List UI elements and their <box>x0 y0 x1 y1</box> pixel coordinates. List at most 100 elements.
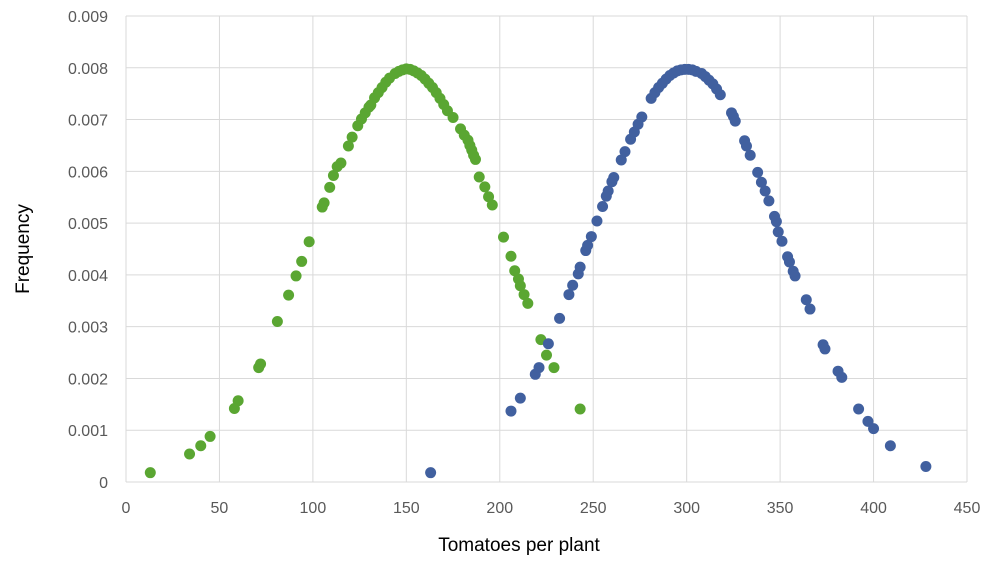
data-point <box>509 265 521 277</box>
data-point <box>789 270 801 282</box>
data-point <box>318 197 330 209</box>
data-point <box>597 201 609 213</box>
data-point <box>505 250 517 262</box>
x-tick-label: 200 <box>486 500 513 517</box>
data-point <box>346 131 358 143</box>
x-tick-label: 50 <box>211 500 229 517</box>
series-2 <box>425 63 932 479</box>
data-points <box>144 63 932 479</box>
data-point <box>729 115 741 127</box>
y-tick-label: 0.006 <box>68 164 108 181</box>
data-point <box>752 166 764 178</box>
data-point <box>542 338 554 350</box>
data-point <box>755 176 767 188</box>
x-tick-label: 100 <box>300 500 327 517</box>
data-point <box>283 289 295 301</box>
data-point <box>920 460 932 472</box>
data-point <box>563 289 575 301</box>
data-point <box>574 261 586 273</box>
x-tick-label: 150 <box>393 500 420 517</box>
data-point <box>619 146 631 158</box>
data-point <box>335 157 347 169</box>
data-point <box>232 395 244 407</box>
data-point <box>608 172 620 184</box>
data-point <box>195 440 207 452</box>
x-tick-label: 400 <box>860 500 887 517</box>
data-point <box>469 153 481 165</box>
data-point <box>486 199 498 211</box>
data-point <box>255 358 267 370</box>
data-point <box>714 89 726 101</box>
data-point <box>204 430 216 442</box>
series-1 <box>144 63 586 479</box>
data-point <box>514 392 526 404</box>
data-point <box>574 403 586 415</box>
y-axis-title: Frequency <box>13 204 34 294</box>
data-point <box>522 297 534 309</box>
data-point <box>290 270 302 282</box>
data-point <box>744 149 756 161</box>
data-point <box>296 255 308 267</box>
data-point <box>554 312 566 324</box>
data-point <box>582 239 594 251</box>
gridlines <box>125 15 968 483</box>
y-tick-label: 0.004 <box>68 268 108 285</box>
y-tick-label: 0.007 <box>68 113 108 130</box>
data-point <box>868 423 880 435</box>
data-point <box>184 448 196 460</box>
data-point <box>533 362 545 374</box>
data-point <box>602 185 614 197</box>
data-point <box>514 280 526 292</box>
x-tick-label: 300 <box>673 500 700 517</box>
y-tick-label: 0.008 <box>68 61 108 78</box>
y-tick-label: 0.003 <box>68 320 108 337</box>
data-point <box>271 315 283 327</box>
data-point <box>473 171 485 183</box>
data-point <box>483 191 495 203</box>
data-point <box>763 195 775 207</box>
x-axis-ticks: 0 50 100 150 200 250 300 350 400 450 <box>122 500 981 517</box>
data-point <box>884 440 896 452</box>
y-axis-ticks: 0 0.001 0.002 0.003 0.004 0.005 0.006 0.007 0.00… <box>68 9 108 492</box>
data-point <box>425 467 437 479</box>
data-point <box>615 154 627 166</box>
x-tick-label: 450 <box>954 500 981 517</box>
data-point <box>447 111 459 123</box>
data-point <box>853 403 865 415</box>
x-axis-title: Tomatoes per plant <box>438 535 600 556</box>
data-point <box>518 289 530 301</box>
data-point <box>548 362 560 374</box>
data-point <box>585 231 597 243</box>
data-point <box>144 467 156 479</box>
data-point <box>800 294 812 306</box>
data-point <box>776 235 788 247</box>
data-point <box>772 226 784 238</box>
data-point <box>636 111 648 123</box>
y-tick-label: 0.001 <box>68 423 108 440</box>
data-point <box>303 236 315 248</box>
data-point <box>498 231 510 243</box>
x-tick-label: 0 <box>122 500 131 517</box>
data-point <box>505 405 517 417</box>
y-tick-label: 0 <box>99 475 108 492</box>
data-point <box>479 181 491 193</box>
data-point <box>770 216 782 228</box>
data-point <box>804 303 816 315</box>
data-point <box>342 140 354 152</box>
data-point <box>740 140 752 152</box>
data-point <box>324 181 336 193</box>
data-point <box>783 256 795 268</box>
data-point <box>836 371 848 383</box>
data-point <box>819 343 831 355</box>
x-tick-label: 350 <box>767 500 794 517</box>
y-tick-label: 0.009 <box>68 9 108 26</box>
data-point <box>759 185 771 197</box>
data-point <box>567 279 579 291</box>
y-tick-label: 0.005 <box>68 216 108 233</box>
x-tick-label: 250 <box>580 500 607 517</box>
data-point <box>327 169 339 181</box>
data-point <box>541 349 552 361</box>
data-point <box>591 215 603 227</box>
y-tick-label: 0.002 <box>68 371 108 388</box>
